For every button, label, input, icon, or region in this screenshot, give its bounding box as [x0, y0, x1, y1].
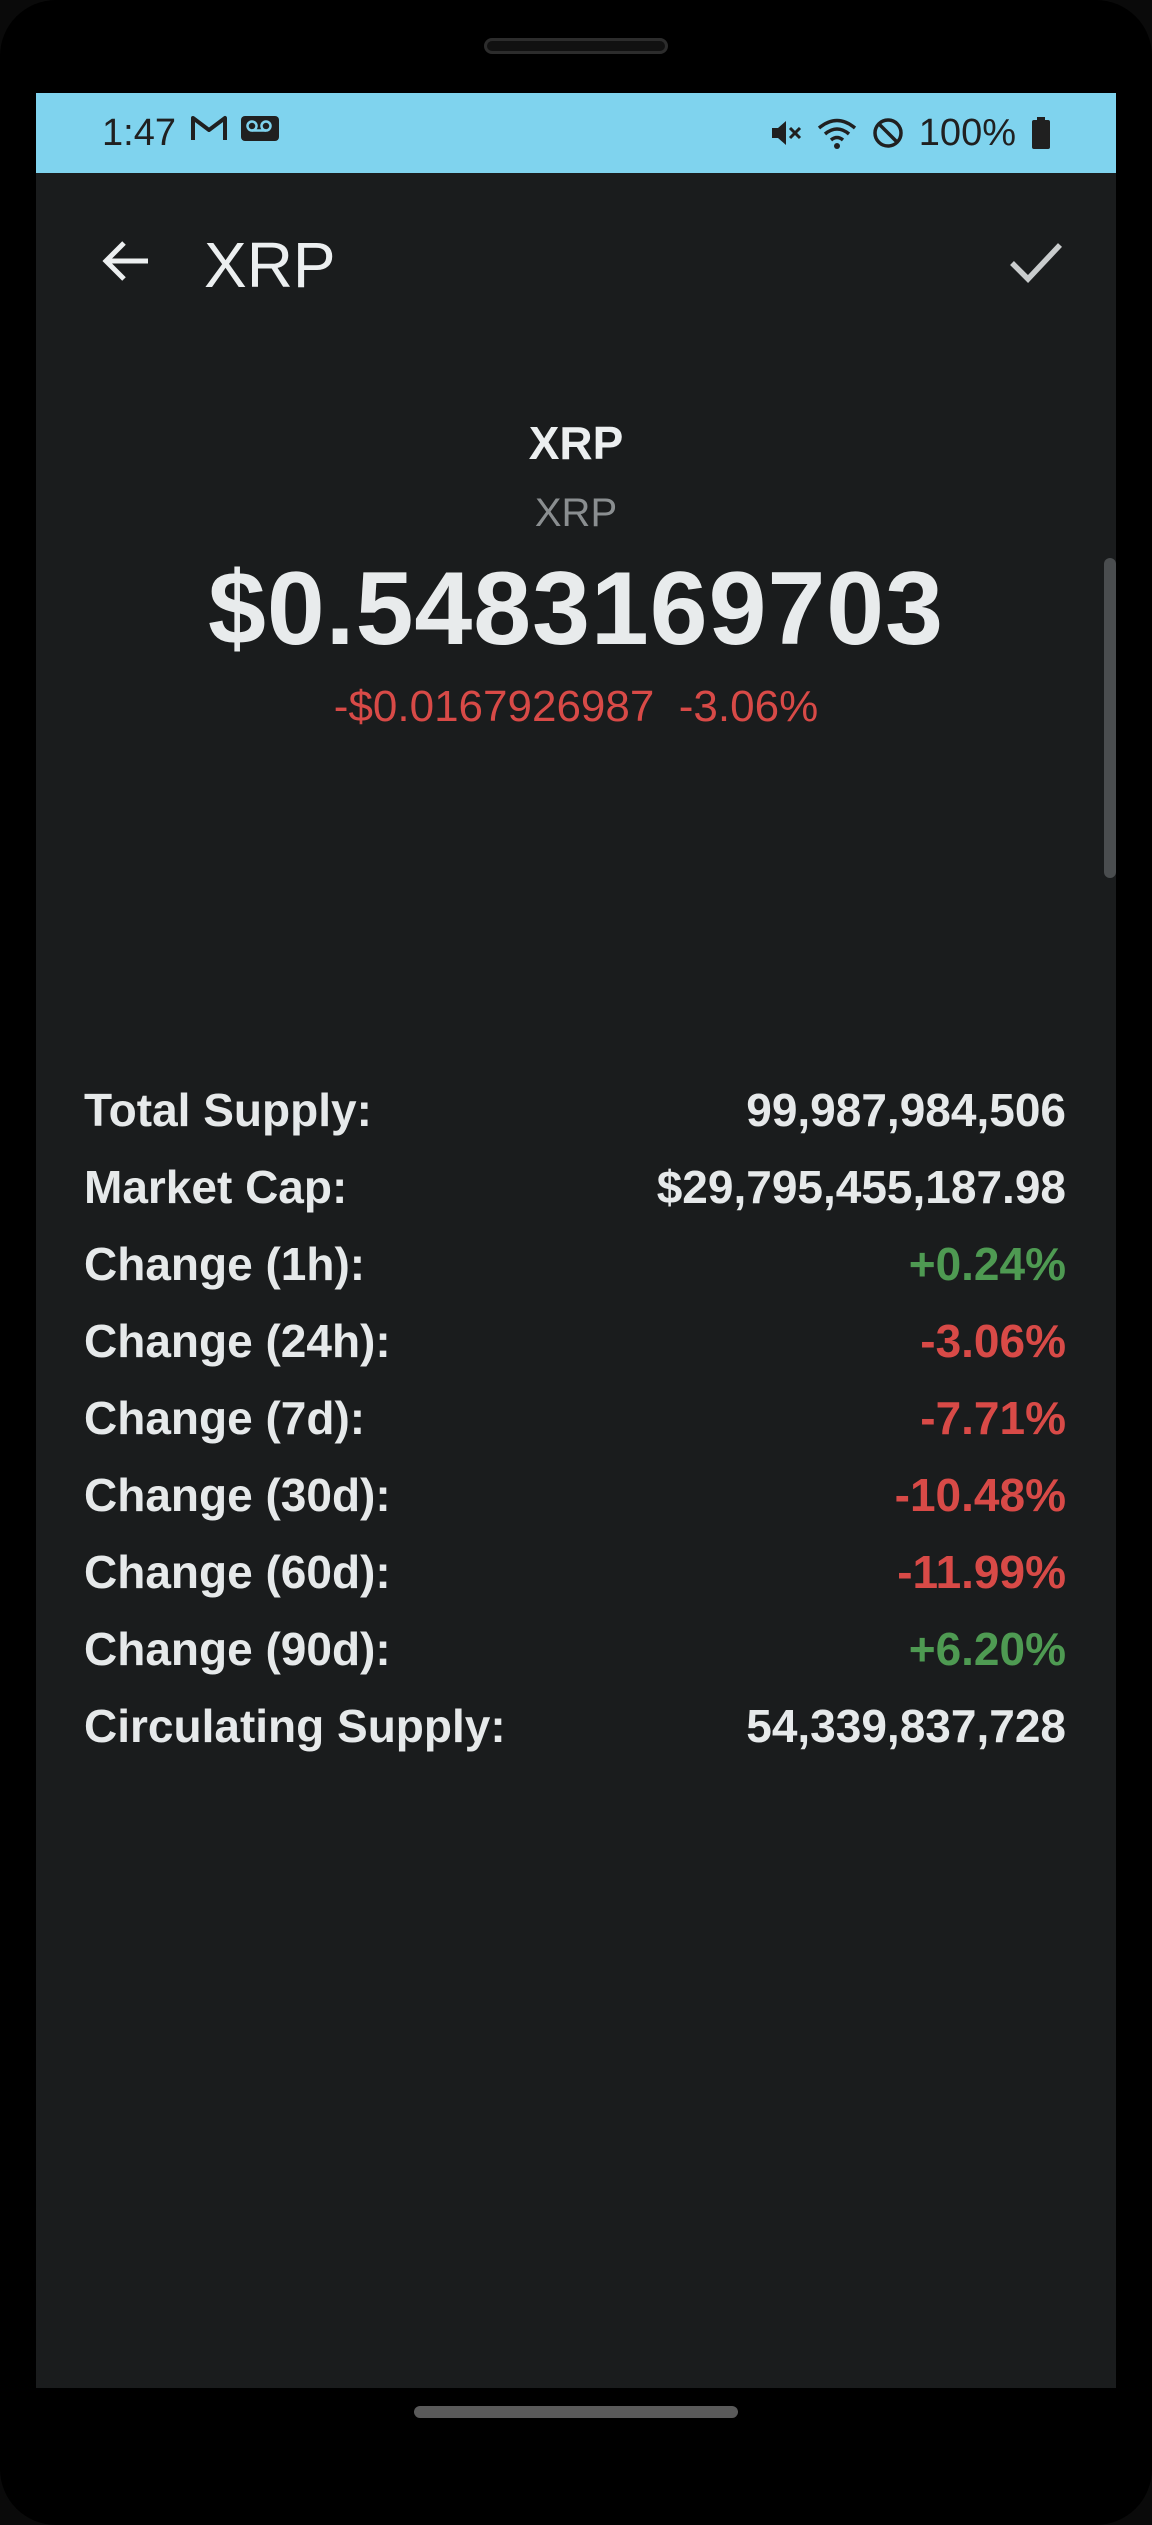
wifi-icon [817, 116, 857, 150]
voicemail-icon [240, 113, 280, 143]
check-icon [1006, 233, 1066, 294]
stat-label: Change (1h): [84, 1237, 366, 1290]
back-button[interactable] [86, 223, 166, 303]
stat-label: Change (90d): [84, 1622, 391, 1675]
status-left-icons [190, 113, 280, 143]
stat-value: +6.20% [908, 1622, 1066, 1675]
coin-symbol: XRP [534, 491, 618, 535]
stat-value: -11.99% [897, 1545, 1066, 1598]
status-right-icons: 100% [769, 111, 1052, 155]
app-bar: XRP [36, 173, 1116, 349]
stat-label: Change (60d): [84, 1545, 391, 1598]
stat-row-circulating-supply: Circulating Supply: 54,339,837,728 [84, 1687, 1066, 1764]
battery-icon [1030, 116, 1052, 150]
coin-change: -$0.0167926987 -3.06% [36, 679, 1116, 735]
stat-value: 99,987,984,506 [746, 1083, 1066, 1136]
stat-label: Change (30d): [84, 1468, 391, 1521]
status-time: 1:47 [102, 112, 176, 154]
stat-value: -10.48% [894, 1468, 1066, 1521]
vibrate-mute-icon [769, 116, 803, 150]
stat-row-change-30d: Change (30d): -10.48% [84, 1456, 1066, 1533]
stat-value: -3.06% [920, 1314, 1066, 1367]
stat-value: $29,795,455,187.98 [656, 1160, 1066, 1213]
stat-label: Change (7d): [84, 1391, 366, 1444]
coin-change-absolute: -$0.0167926987 [333, 682, 655, 731]
status-bar: 1:47 100% [36, 93, 1116, 173]
stat-label: Total Supply: [84, 1083, 372, 1136]
scrollbar[interactable] [1104, 558, 1116, 878]
coin-header: XRP XRP $0.5483169703 -$0.0167926987 -3.… [36, 413, 1116, 735]
stat-row-total-supply: Total Supply: 99,987,984,506 [84, 1071, 1066, 1148]
coin-change-percent: -3.06% [678, 682, 819, 731]
coin-name: XRP [528, 417, 624, 469]
stat-row-change-1h: Change (1h): +0.24% [84, 1225, 1066, 1302]
home-indicator[interactable] [414, 2406, 738, 2418]
battery-percent: 100% [918, 112, 1016, 154]
stat-row-market-cap: Market Cap: $29,795,455,187.98 [84, 1148, 1066, 1225]
stat-row-change-90d: Change (90d): +6.20% [84, 1610, 1066, 1687]
screen: 1:47 100% [36, 93, 1116, 2388]
do-not-disturb-icon [871, 116, 905, 150]
stat-row-change-24h: Change (24h): -3.06% [84, 1302, 1066, 1379]
stat-value: +0.24% [908, 1237, 1066, 1290]
arrow-back-icon [98, 233, 154, 294]
stat-value: -7.71% [920, 1391, 1066, 1444]
stat-row-change-7d: Change (7d): -7.71% [84, 1379, 1066, 1456]
page-title: XRP [204, 229, 336, 301]
stat-value: 54,339,837,728 [746, 1699, 1066, 1752]
stats-list: Total Supply: 99,987,984,506 Market Cap:… [84, 1071, 1066, 1764]
stat-label: Change (24h): [84, 1314, 391, 1367]
earpiece-speaker [484, 38, 668, 54]
gmail-icon [190, 113, 228, 143]
stat-label: Market Cap: [84, 1160, 348, 1213]
coin-price: $0.5483169703 [208, 551, 944, 667]
stat-row-change-60d: Change (60d): -11.99% [84, 1533, 1066, 1610]
stat-label: Circulating Supply: [84, 1699, 506, 1752]
confirm-button[interactable] [996, 223, 1076, 303]
